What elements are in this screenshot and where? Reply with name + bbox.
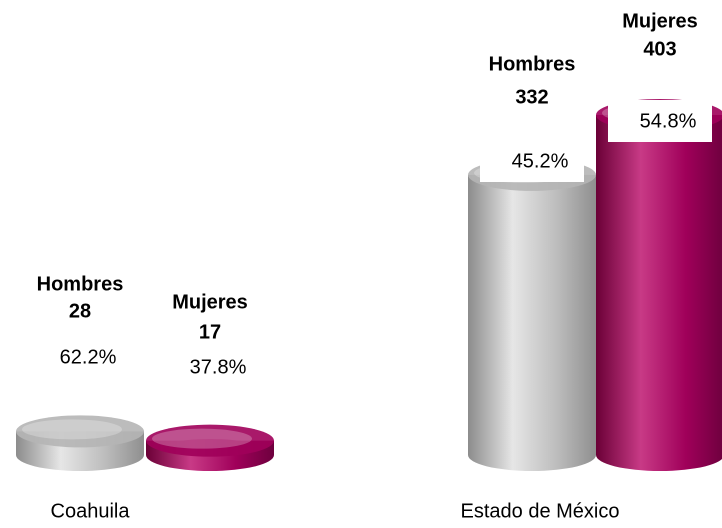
cylinder — [16, 415, 144, 471]
cylinder — [596, 99, 722, 471]
cylinder-part — [152, 428, 252, 449]
value-label: 403 — [643, 38, 676, 60]
cylinder-part — [596, 115, 722, 455]
category-label: Estado de México — [461, 500, 620, 522]
cylinder-part — [22, 419, 122, 440]
category-label: Coahuila — [51, 500, 131, 522]
percent-label: 45.2% — [512, 150, 569, 172]
cylinder — [468, 158, 596, 471]
value-label: 332 — [515, 86, 548, 108]
label-box — [608, 100, 712, 142]
series-name: Hombres — [37, 273, 124, 295]
label-box — [480, 140, 584, 182]
percent-label: 54.8% — [640, 110, 697, 132]
percent-label: 62.2% — [60, 346, 117, 368]
series-name: Mujeres — [172, 291, 248, 313]
cylinder-part — [468, 174, 596, 455]
value-label: 28 — [69, 300, 91, 322]
series-name: Mujeres — [622, 10, 698, 32]
value-label: 17 — [199, 321, 221, 343]
percent-label: 37.8% — [190, 356, 247, 378]
cylinder-part — [146, 424, 274, 457]
series-name: Hombres — [489, 53, 576, 75]
cylinder — [146, 424, 274, 471]
cylinder-part — [16, 415, 144, 448]
